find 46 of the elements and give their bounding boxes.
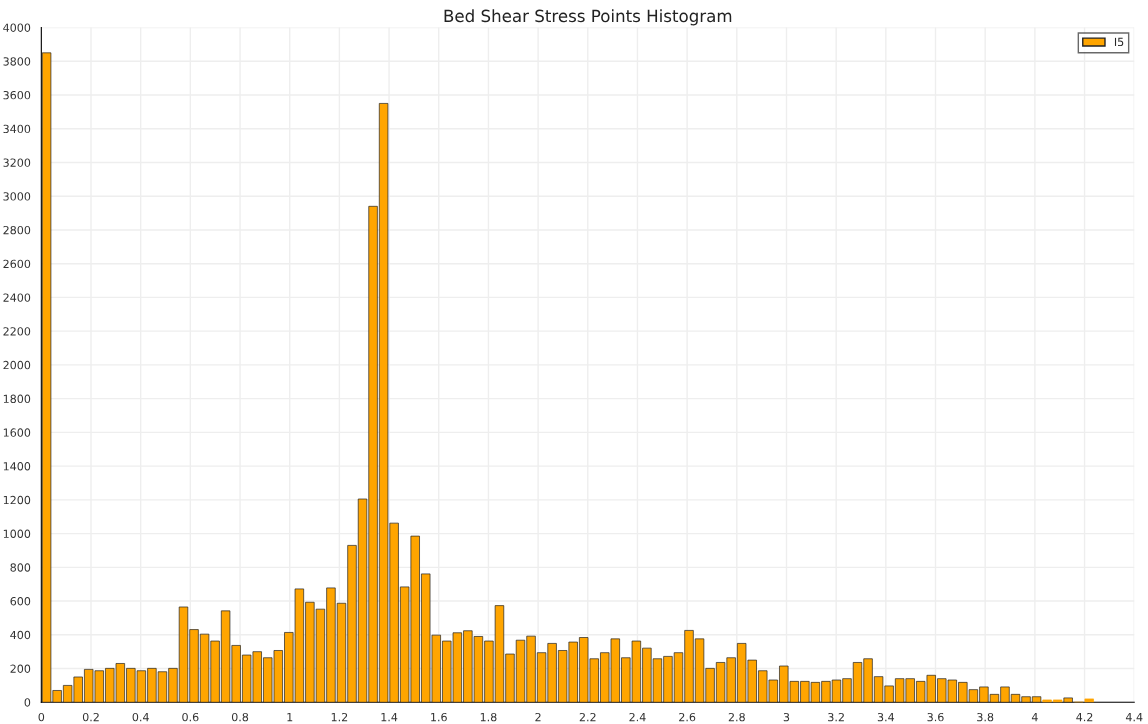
y-tick-label: 4000 <box>3 23 31 32</box>
x-tick-label: 2.8 <box>728 712 745 722</box>
x-tick-label: 3.6 <box>927 712 944 722</box>
x-tick-label: 0.6 <box>182 712 199 722</box>
x-tick-label: 4.4 <box>1125 713 1143 722</box>
x-tick-label: 1.8 <box>480 712 497 722</box>
x-tick-label: 4 <box>1031 713 1038 722</box>
x-tick-label: 3 <box>783 712 790 722</box>
x-tick-label: 3.8 <box>977 712 994 722</box>
y-tick-label: 600 <box>10 597 31 606</box>
x-tick-label: 2.2 <box>579 712 596 722</box>
x-tick-label: 1.2 <box>331 712 348 722</box>
y-tick-label: 2200 <box>3 327 31 336</box>
x-tick-label: 0.2 <box>82 712 99 722</box>
x-tick-label: 1 <box>287 713 293 722</box>
y-tick-label: 0 <box>24 698 31 707</box>
x-tick-label: 1.4 <box>381 713 398 722</box>
x-tick-label: 1.6 <box>431 712 447 722</box>
y-tick-label: 200 <box>10 664 31 673</box>
y-tick-label: 2600 <box>3 259 31 269</box>
y-tick-label: 3600 <box>3 90 31 100</box>
x-tick-label: 4.2 <box>1076 712 1093 722</box>
y-tick-label: 3400 <box>3 124 31 134</box>
y-tick-label: 1800 <box>3 394 31 404</box>
y-tick-label: 3000 <box>3 192 31 201</box>
y-tick-label: 2000 <box>3 360 31 370</box>
y-tick-label: 1600 <box>3 428 31 437</box>
y-tick-label: 400 <box>10 630 31 640</box>
y-tick-label: 3800 <box>3 57 31 66</box>
x-tick-label: 2.6 <box>679 712 696 722</box>
y-tick-label: 1200 <box>3 495 31 505</box>
y-tick-label: 800 <box>10 563 31 572</box>
y-tick-label: 3200 <box>3 158 31 167</box>
x-tick-label: 3.4 <box>877 712 895 722</box>
chart-title: Bed Shear Stress Points Histogram <box>444 9 732 26</box>
y-tick-label: 2800 <box>3 225 31 235</box>
y-tick-label: 1000 <box>3 529 31 538</box>
x-tick-label: 0.8 <box>231 712 249 722</box>
y-tick-label: 1400 <box>3 462 31 471</box>
x-tick-label: 2.4 <box>629 712 646 722</box>
x-tick-label: 0.4 <box>132 712 149 722</box>
x-tick-label: 2 <box>535 712 541 722</box>
x-tick-label: 3.2 <box>828 712 844 722</box>
x-tick-label: 0 <box>38 712 45 722</box>
y-tick-label: 2400 <box>3 293 31 302</box>
legend-label: I5 <box>1114 37 1124 47</box>
